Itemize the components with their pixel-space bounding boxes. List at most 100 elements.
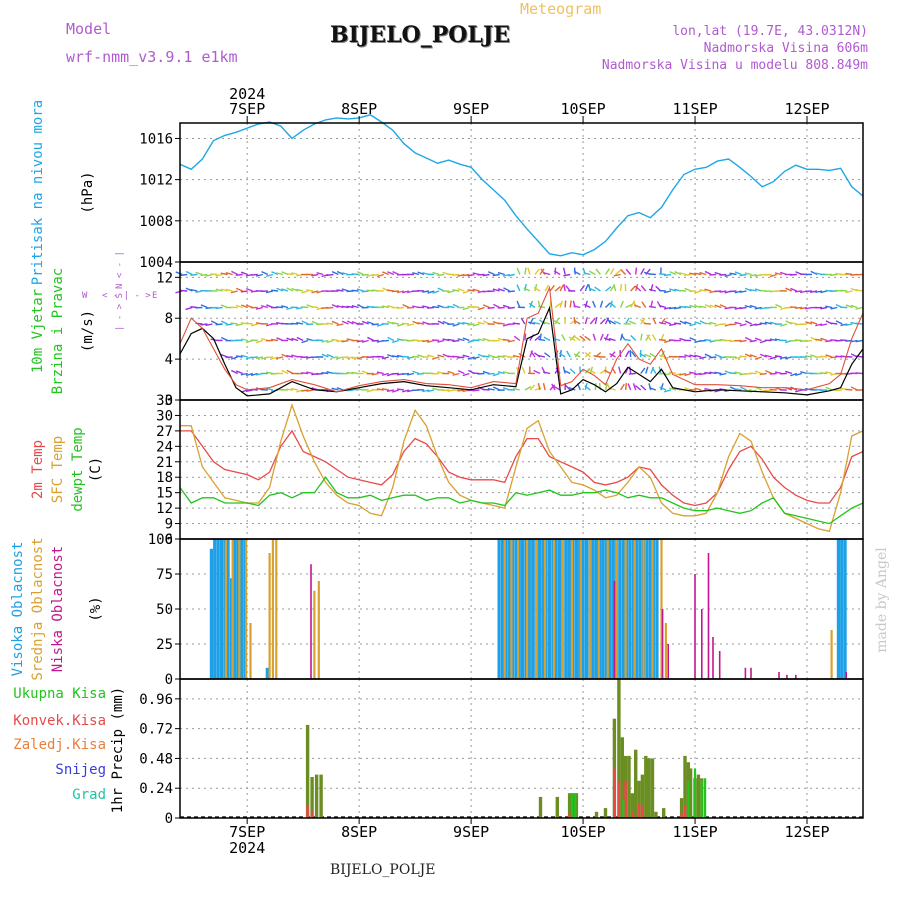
cloud-bar-high — [581, 539, 585, 679]
wind-arrow — [311, 305, 319, 309]
wind-arrow — [462, 372, 470, 377]
wind-arrow — [331, 356, 339, 359]
wind-arrow — [275, 306, 284, 309]
wind-arrow — [684, 273, 692, 277]
wind-arrow — [191, 354, 197, 357]
wind-arrow — [291, 287, 299, 292]
wind-arrow — [573, 353, 581, 358]
wind-arrow — [561, 334, 566, 341]
wind-arrow — [658, 321, 667, 325]
wind-arrow — [539, 319, 546, 325]
wind-arrow — [651, 367, 657, 374]
cloud-bar-high — [219, 539, 223, 679]
cloud-bar-high — [527, 539, 531, 679]
wind-arrow — [652, 317, 657, 325]
wind-arrow — [467, 323, 475, 326]
wind-arrow — [589, 366, 594, 374]
wind-arrow — [694, 305, 702, 309]
wind-arrow — [427, 306, 435, 309]
wind-arrow — [825, 305, 833, 309]
cloud-bar-high — [635, 539, 639, 679]
wind-arrow — [583, 272, 591, 276]
wind-arrow — [689, 304, 697, 309]
wind-arrow — [785, 320, 793, 325]
wind-arrow — [240, 271, 248, 276]
wind-arrow — [230, 356, 238, 360]
cloud-bar-high — [840, 539, 844, 679]
temp-axis-label-2: SFC Temp — [50, 436, 66, 503]
wind-arrow — [427, 389, 435, 393]
wind-arrow — [427, 290, 435, 294]
wind-arrow — [220, 320, 228, 325]
precip-bar — [538, 796, 543, 818]
y-tick-label: 0.48 — [139, 751, 173, 767]
wind-arrow — [265, 387, 274, 391]
wind-arrow — [830, 322, 838, 325]
y-tick-label: 8 — [165, 311, 173, 327]
wind-arrow — [619, 300, 624, 308]
wind-arrow — [321, 353, 329, 358]
wind-arrow — [749, 288, 757, 292]
wind-arrow — [739, 355, 747, 358]
precip-bar — [574, 793, 577, 818]
wind-arrow — [694, 354, 702, 358]
wind-arrow — [286, 272, 294, 276]
wind-arrow — [191, 390, 198, 392]
cloud-bar-high — [601, 539, 605, 679]
wind-arrow — [624, 382, 628, 391]
wind-arrow — [235, 304, 243, 309]
wind-arrow — [382, 271, 390, 276]
wind-arrow — [245, 322, 253, 325]
bottom-day-label: 9SEP — [453, 823, 489, 841]
wind-arrow — [472, 305, 480, 309]
cloud-bar-high — [594, 539, 599, 679]
wind-arrow — [664, 339, 672, 344]
wind-arrow — [527, 267, 531, 275]
y-tick-label: 24 — [156, 439, 173, 455]
wind-arrow — [704, 322, 712, 325]
temp-line-dewpt-temp — [179, 476, 864, 525]
wind-arrow — [739, 323, 747, 327]
cloud-bar-high — [209, 548, 213, 679]
wind-arrow — [805, 355, 813, 358]
cloud-bar-low — [778, 672, 780, 679]
bottom-day-label: 7SEP — [229, 823, 265, 841]
wind-arrow — [749, 354, 757, 358]
cloud-bar-high — [608, 539, 612, 679]
wind-arrow — [301, 339, 309, 344]
wind-arrow — [588, 270, 596, 276]
panel-frame-wind — [179, 261, 864, 401]
wind-arrow — [387, 271, 395, 276]
y-tick-label: 0 — [165, 672, 173, 688]
wind-arrow — [534, 335, 541, 342]
wind-arrow — [336, 387, 344, 391]
wind-arrow — [201, 338, 207, 341]
wind-arrow — [331, 270, 339, 276]
wind-arrow — [331, 387, 339, 391]
wind-arrow — [311, 290, 319, 294]
precip-bar — [704, 778, 707, 818]
panel-frame-temperature — [179, 399, 864, 540]
station-coords: lon,lat (19.7E, 43.0312N) — [672, 24, 868, 39]
wind-arrow — [356, 271, 364, 276]
wind-arrow — [569, 300, 572, 308]
cloud-bar-low — [661, 609, 664, 679]
wind-arrow — [663, 306, 672, 310]
wind-arrow — [739, 306, 747, 310]
wind-arrow — [250, 372, 259, 377]
wind-arrow — [629, 320, 636, 325]
wind-arrow — [326, 273, 334, 277]
wind-arrow — [331, 320, 339, 325]
precip-legend-1: Konvek.Kisa — [13, 713, 106, 729]
wind-arrow — [281, 369, 289, 375]
panel-frame-precip — [179, 678, 864, 819]
wind-arrow — [185, 374, 192, 375]
wind-arrow — [588, 287, 596, 292]
wind-arrow — [845, 323, 853, 327]
precip-bar — [687, 780, 690, 818]
wind-arrow — [549, 285, 555, 292]
wind-arrow — [674, 322, 682, 325]
wind-arrow — [502, 273, 510, 277]
wind-unit-label: (m/s) — [80, 310, 96, 352]
wind-arrow — [371, 372, 379, 376]
